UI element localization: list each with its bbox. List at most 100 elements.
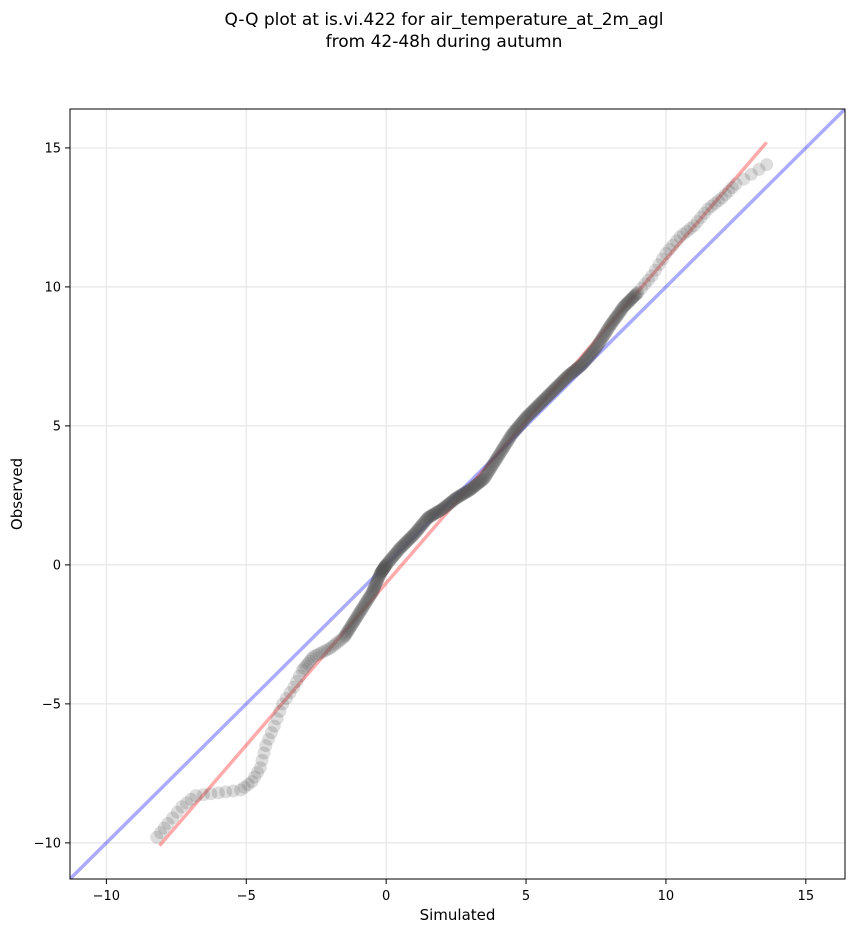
data-point (226, 784, 240, 798)
data-point (481, 466, 495, 480)
data-point (623, 293, 637, 307)
data-point (600, 323, 614, 337)
data-point (184, 792, 198, 806)
data-point (625, 292, 639, 306)
data-point (718, 187, 732, 201)
data-point (353, 605, 367, 619)
data-point (430, 505, 444, 519)
data-point (452, 490, 466, 504)
data-point (347, 615, 361, 629)
data-point (537, 392, 551, 406)
data-point (363, 590, 377, 604)
data-point (495, 443, 509, 457)
data-point (744, 167, 758, 181)
data-point (458, 486, 472, 500)
data-point (381, 556, 395, 570)
data-point (453, 489, 467, 503)
data-point (567, 364, 581, 378)
data-point (379, 558, 393, 572)
data-point (512, 419, 526, 433)
data-point (563, 367, 577, 381)
data-point (450, 491, 464, 505)
data-point (416, 517, 430, 531)
data-point (533, 397, 547, 411)
data-point (421, 511, 435, 525)
data-point (417, 516, 431, 530)
y-tick-label: 15 (44, 141, 61, 156)
data-point (398, 536, 412, 550)
data-point (349, 612, 363, 626)
data-point (591, 338, 605, 352)
y-tick-label: −5 (42, 697, 61, 712)
data-point (345, 618, 359, 632)
data-point (551, 379, 565, 393)
data-point (387, 549, 401, 563)
data-point (378, 560, 392, 574)
data-point (369, 577, 383, 591)
data-point (457, 486, 471, 500)
data-point (581, 350, 595, 364)
data-point (529, 401, 543, 415)
data-point (488, 454, 502, 468)
data-point (425, 509, 439, 523)
data-point (394, 540, 408, 554)
data-point (435, 502, 449, 516)
data-point (356, 600, 370, 614)
chart-title: Q-Q plot at is.vi.422 for air_temperatur… (224, 10, 663, 52)
data-point (511, 420, 525, 434)
identity-line (70, 109, 845, 879)
data-point (309, 648, 323, 662)
data-point (592, 336, 606, 350)
data-point (342, 623, 356, 637)
data-point (320, 643, 334, 657)
data-point (606, 315, 620, 329)
data-point (737, 172, 751, 186)
data-point (572, 361, 586, 375)
data-point (624, 292, 638, 306)
data-point (301, 657, 315, 671)
data-point (652, 258, 666, 272)
data-points (150, 158, 774, 844)
data-point (476, 472, 490, 486)
data-point (524, 405, 538, 419)
data-point (330, 636, 344, 650)
x-tick-label: 0 (382, 889, 390, 904)
data-point (557, 373, 571, 387)
data-point (701, 202, 715, 216)
data-point (442, 497, 456, 511)
data-point (579, 353, 593, 367)
data-point (454, 488, 468, 502)
data-point (461, 484, 475, 498)
data-point (572, 360, 586, 374)
data-point (211, 786, 225, 800)
data-point (532, 398, 546, 412)
data-point (340, 626, 354, 640)
data-point (411, 523, 425, 537)
data-point (397, 538, 411, 552)
data-point (400, 534, 414, 548)
data-point (407, 527, 421, 541)
x-tick-label: 15 (798, 889, 815, 904)
data-point (444, 495, 458, 509)
data-point (565, 366, 579, 380)
data-point (405, 530, 419, 544)
data-point (631, 285, 645, 299)
data-point (189, 789, 203, 803)
data-point (386, 550, 400, 564)
data-point (599, 326, 613, 340)
data-point (365, 586, 379, 600)
data-point (388, 547, 402, 561)
data-point (645, 269, 659, 283)
data-point (626, 291, 640, 305)
data-point (465, 481, 479, 495)
data-point (508, 424, 522, 438)
data-point (614, 303, 628, 317)
data-point (482, 463, 496, 477)
data-point (373, 567, 387, 581)
data-point (486, 458, 500, 472)
data-point (402, 533, 416, 547)
data-point (477, 472, 491, 486)
data-point (518, 412, 532, 426)
data-point (364, 587, 378, 601)
data-point (569, 363, 583, 377)
